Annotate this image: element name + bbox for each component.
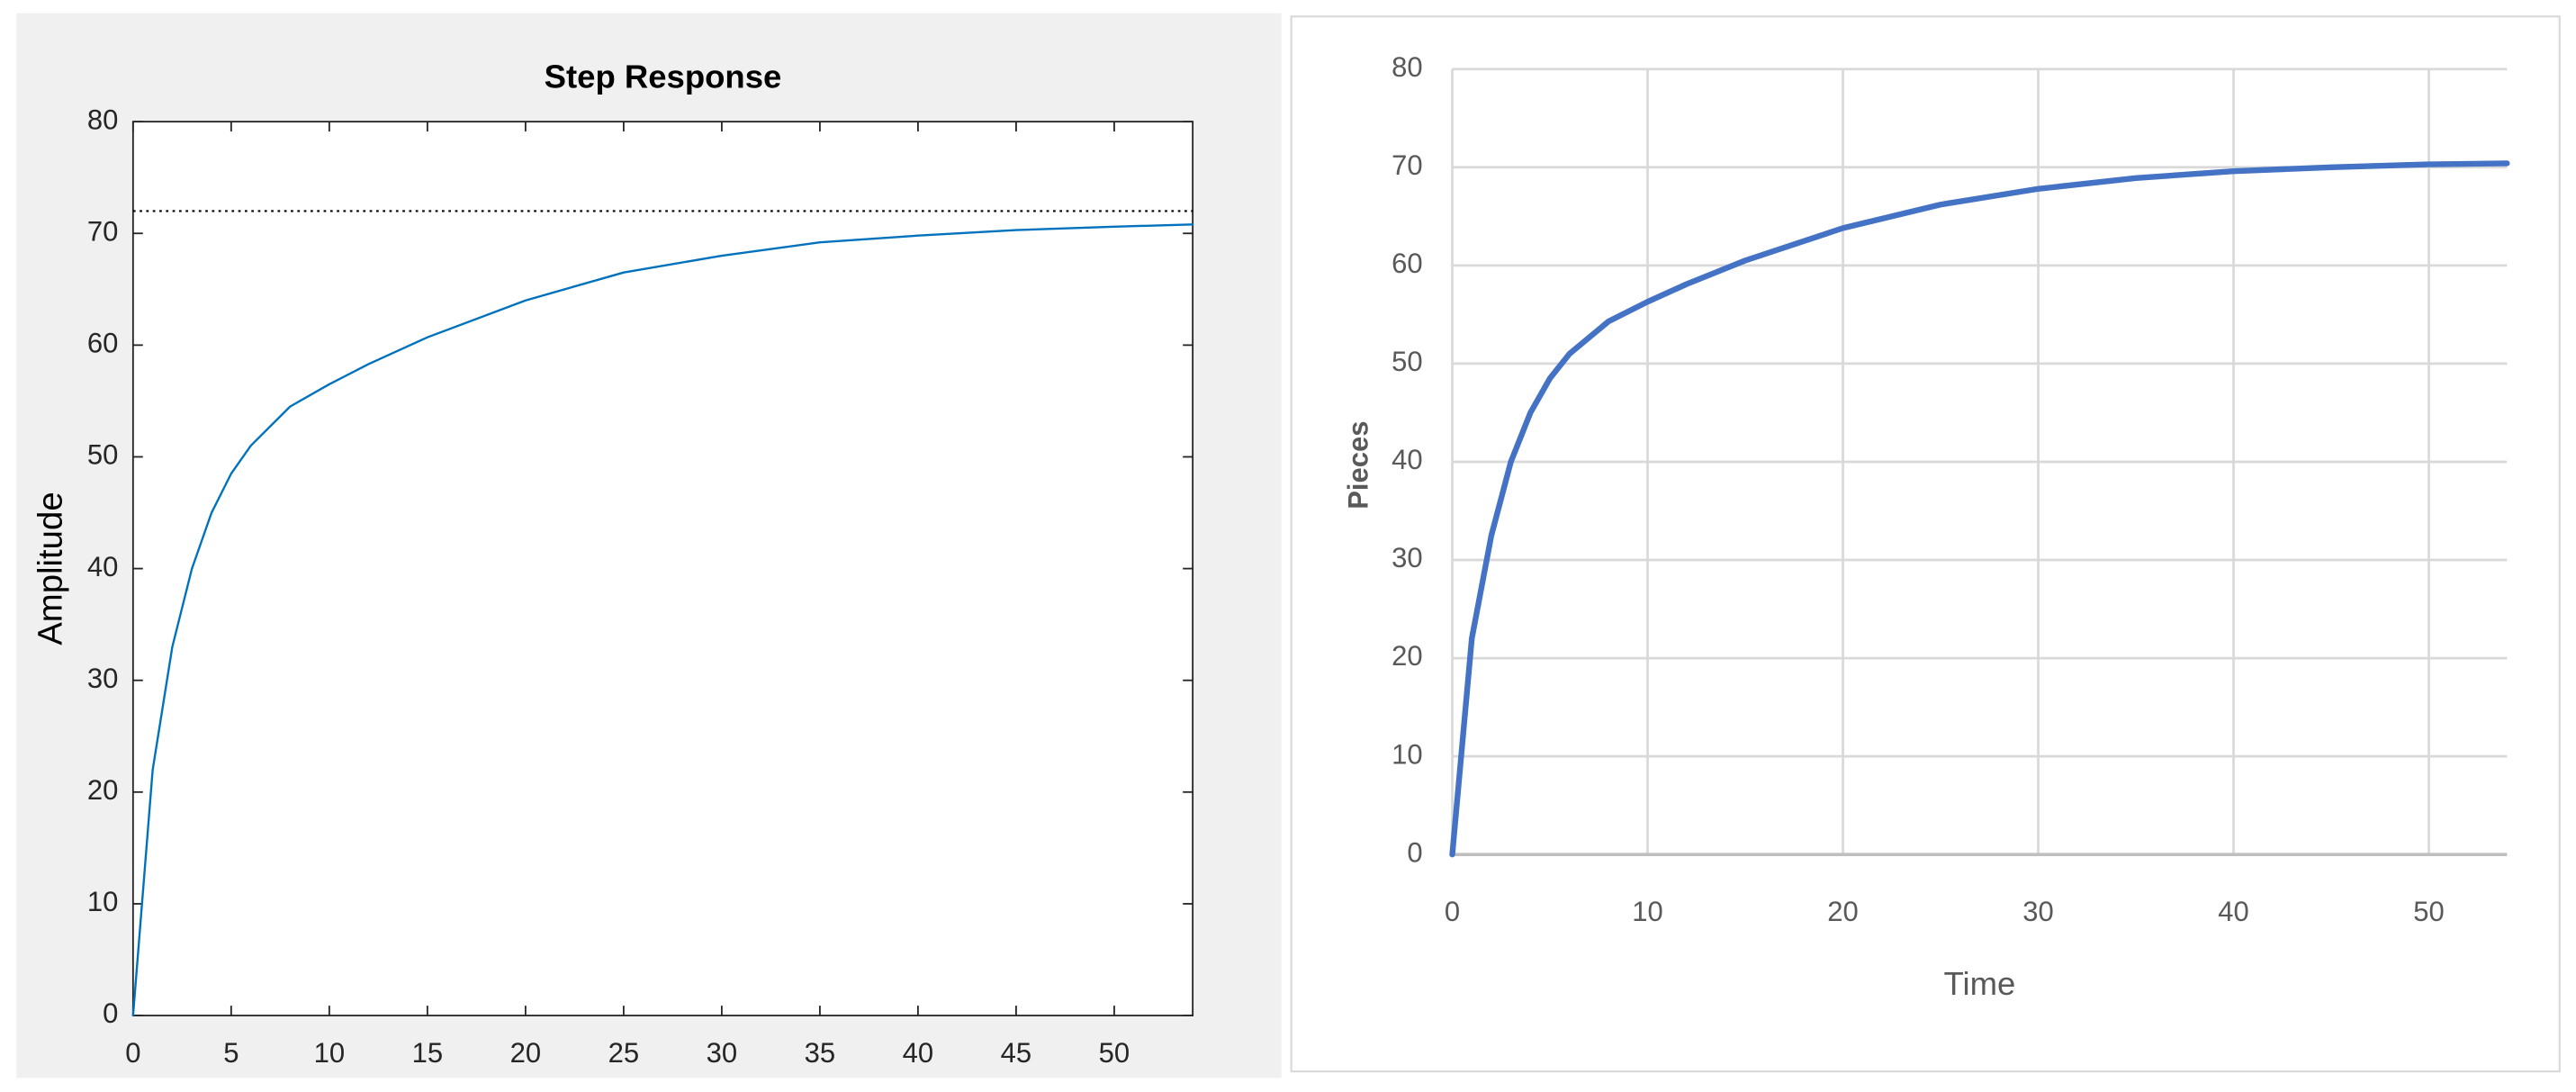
y-tick-label: 80 [1392, 51, 1423, 83]
y-tick-label: 80 [87, 104, 119, 135]
x-tick-label: 50 [2413, 896, 2445, 927]
y-tick-label: 10 [87, 886, 119, 917]
y-tick-label: 70 [87, 215, 119, 247]
y-tick-label: 60 [1392, 248, 1423, 279]
y-axis-label: Amplitude [32, 492, 70, 645]
chart-title: Step Response [545, 58, 782, 95]
y-tick-label: 0 [103, 997, 118, 1029]
x-tick-label: 45 [1001, 1037, 1032, 1069]
y-tick-label: 50 [1392, 346, 1423, 377]
x-tick-label: 40 [2218, 896, 2249, 927]
y-tick-label: 0 [1407, 836, 1422, 868]
y-tick-label: 70 [1392, 149, 1423, 181]
x-axis-label: Time [1944, 965, 2016, 1002]
x-tick-label: 50 [1099, 1037, 1130, 1069]
y-tick-label: 20 [87, 774, 119, 806]
x-tick-label: 20 [1827, 896, 1859, 927]
right-panel [1290, 15, 2561, 1073]
series-line [131, 223, 1194, 1017]
y-tick-label: 40 [1392, 444, 1423, 475]
x-tick-label: 15 [412, 1037, 444, 1069]
y-tick-label: 50 [87, 439, 119, 471]
x-tick-label: 0 [1445, 896, 1460, 927]
x-tick-label: 5 [223, 1037, 239, 1069]
x-tick-label: 20 [510, 1037, 542, 1069]
left-plot-area [132, 122, 1193, 1016]
y-tick-label: 60 [87, 328, 119, 359]
series-line [1449, 160, 2510, 858]
x-tick-label: 30 [2022, 896, 2054, 927]
x-tick-label: 30 [707, 1037, 738, 1069]
y-tick-label: 10 [1392, 738, 1423, 770]
x-tick-label: 10 [1632, 896, 1663, 927]
y-tick-label: 20 [1392, 640, 1423, 672]
x-tick-label: 35 [805, 1037, 836, 1069]
x-tick-label: 10 [314, 1037, 346, 1069]
y-tick-label: 30 [1392, 542, 1423, 573]
y-tick-label: 30 [87, 663, 119, 694]
axes-box [131, 121, 1194, 1016]
x-tick-label: 25 [608, 1037, 640, 1069]
y-tick-label: 40 [87, 551, 119, 582]
x-tick-label: 40 [903, 1037, 934, 1069]
x-tick-label: 0 [125, 1037, 140, 1069]
y-axis-label: Pieces [1342, 420, 1374, 509]
